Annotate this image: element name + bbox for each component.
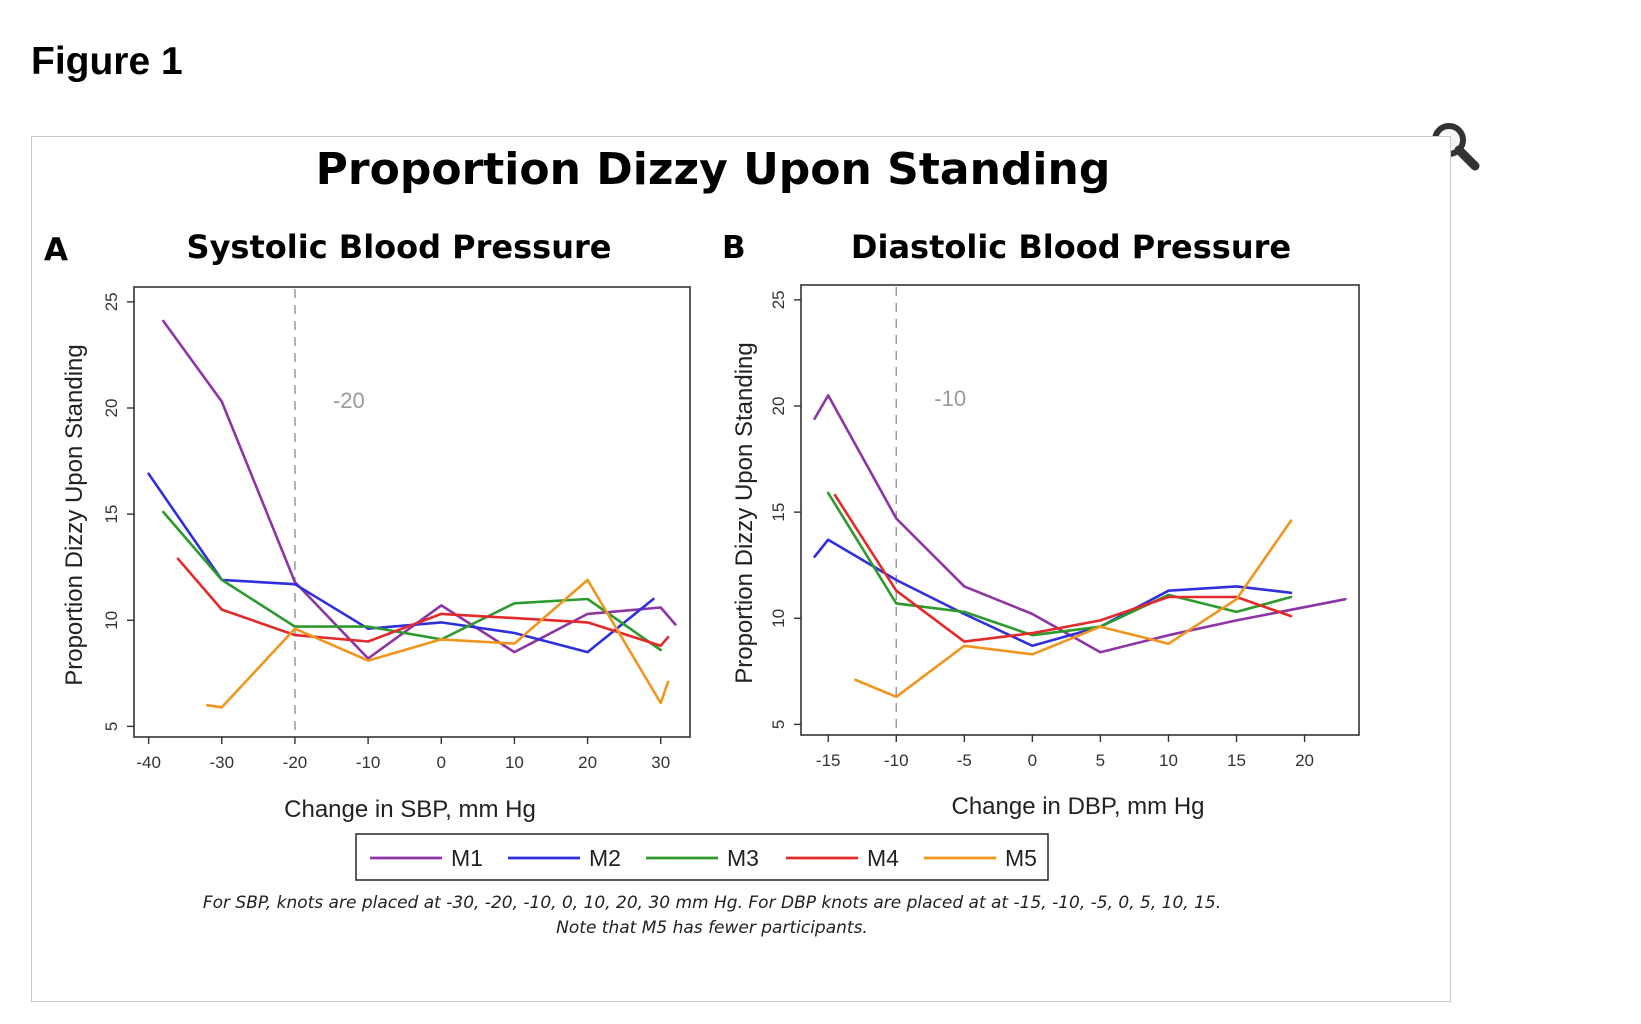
legend: M1 M2 M3 M4 M5 (355, 833, 1049, 881)
legend-label-m2: M2 (589, 845, 621, 871)
panel-b-plot-frame (800, 284, 1360, 736)
figure-heading: Figure 1 (31, 40, 183, 83)
panel-b-series-m5-line (854, 519, 1293, 699)
panel-a-plot-frame (133, 286, 691, 738)
panel-a-x-tick-label: -10 (356, 753, 381, 772)
legend-label-m1: M1 (451, 845, 483, 871)
panel-a-y-tick-label: 15 (102, 505, 121, 524)
panel-a-x-axis-label: Change in SBP, mm Hg (284, 796, 536, 823)
panel-b-x-tick-label: 10 (1159, 751, 1178, 770)
panel-b-x-tick-label: -15 (816, 751, 841, 770)
panel-b-letter: B (722, 230, 746, 266)
panel-b-y-tick-label: 20 (769, 397, 788, 416)
panel-a-chart: A Systolic Blood Pressure Change in SBP,… (44, 228, 691, 823)
footnote-line-1: For SBP, knots are placed at -30, -20, -… (203, 893, 1221, 913)
panel-b-chart: B Diastolic Blood Pressure Change in DBP… (722, 228, 1360, 820)
panel-b-y-tick-label: 25 (769, 290, 788, 309)
panel-a-series-m3-line (162, 510, 663, 652)
figure-main-title: Proportion Dizzy Upon Standing (316, 144, 1111, 195)
panel-b-series-m3-line (826, 491, 1293, 637)
panel-b-y-tick-label: 15 (769, 503, 788, 522)
panel-a-x-tick-label: 20 (578, 753, 597, 772)
legend-label-m3: M3 (727, 845, 759, 871)
panel-a-reference-label: -20 (333, 388, 365, 413)
panel-a-x-tick-label: 0 (437, 753, 446, 772)
panel-a-x-tick-label: -40 (136, 753, 161, 772)
footnote-line-2: Note that M5 has fewer participants. (556, 918, 868, 938)
panel-a-y-tick-label: 20 (102, 399, 121, 418)
panel-a-y-tick-label: 5 (102, 722, 121, 731)
panel-b-x-axis-label: Change in DBP, mm Hg (951, 793, 1204, 820)
panel-a-y-tick-label: 25 (102, 292, 121, 311)
panel-b-x-tick-label: 0 (1028, 751, 1037, 770)
panel-b-reference-label: -10 (934, 386, 966, 411)
panel-b-x-tick-label: -10 (884, 751, 909, 770)
panel-a-x-tick-label: 30 (651, 753, 670, 772)
panel-a-series-m4-line (176, 557, 670, 648)
panel-a-x-tick-label: 10 (505, 753, 524, 772)
panel-b-series-m4-line (833, 493, 1293, 643)
panel-a-letter: A (44, 232, 68, 268)
panel-b-x-tick-label: 15 (1227, 751, 1246, 770)
panel-a-series-m1-line (162, 319, 677, 660)
panel-b-series-m1-line (813, 394, 1347, 654)
panel-b-y-tick-label: 10 (769, 609, 788, 628)
figure-svg: Proportion Dizzy Upon Standing A Systoli… (44, 144, 1360, 938)
legend-label-m4: M4 (867, 845, 899, 871)
panel-a-x-tick-label: -30 (210, 753, 235, 772)
panel-a-y-axis-label: Proportion Dizzy Upon Standing (61, 344, 88, 686)
panel-a-series-m2-line (147, 472, 655, 654)
panel-a-series-m5-line (205, 578, 670, 709)
panel-b-x-tick-label: 5 (1096, 751, 1105, 770)
panel-a-y-tick-label: 10 (102, 611, 121, 630)
panel-b-series-m2-line (813, 538, 1293, 648)
panel-a-x-tick-label: -20 (283, 753, 308, 772)
legend-label-m5: M5 (1005, 845, 1037, 871)
panel-b-x-tick-label: 20 (1295, 751, 1314, 770)
figure-panel: Proportion Dizzy Upon Standing A Systoli… (31, 136, 1451, 1002)
panel-b-x-tick-label: -5 (957, 751, 972, 770)
panel-b-y-tick-label: 5 (769, 720, 788, 729)
panel-a-title: Systolic Blood Pressure (187, 228, 612, 266)
panel-b-y-axis-label: Proportion Dizzy Upon Standing (731, 342, 758, 684)
panel-b-title: Diastolic Blood Pressure (851, 228, 1291, 266)
